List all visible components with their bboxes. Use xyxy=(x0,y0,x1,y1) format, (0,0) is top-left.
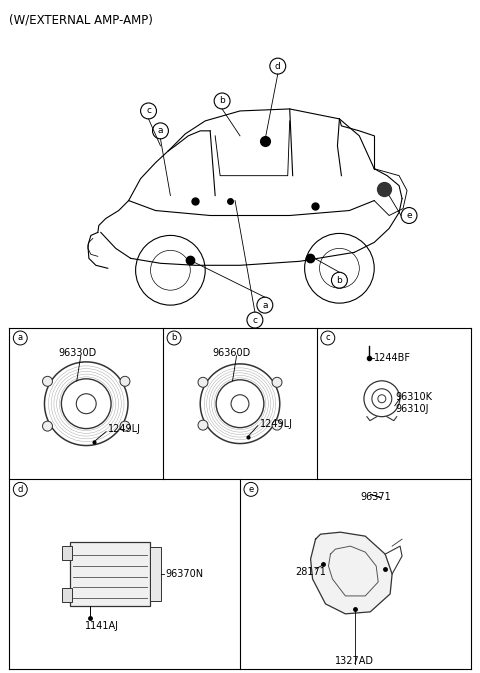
Text: 96370N: 96370N xyxy=(166,569,204,579)
Text: b: b xyxy=(171,334,177,343)
Circle shape xyxy=(272,420,282,430)
Text: d: d xyxy=(18,485,23,494)
Text: c: c xyxy=(146,106,151,116)
Text: 1244BF: 1244BF xyxy=(374,353,411,363)
Circle shape xyxy=(198,420,208,430)
FancyBboxPatch shape xyxy=(62,546,72,559)
Circle shape xyxy=(43,376,52,386)
Text: 1249LJ: 1249LJ xyxy=(108,423,141,433)
Polygon shape xyxy=(311,532,392,614)
Text: c: c xyxy=(252,316,257,324)
Text: e: e xyxy=(406,211,412,220)
Text: b: b xyxy=(219,96,225,106)
Text: 96360D: 96360D xyxy=(212,348,251,358)
Text: 96330D: 96330D xyxy=(59,348,96,358)
Text: b: b xyxy=(336,276,342,285)
Circle shape xyxy=(272,378,282,387)
Text: c: c xyxy=(325,334,330,343)
Text: 96310K: 96310K xyxy=(396,392,433,402)
Text: a: a xyxy=(158,127,163,135)
Text: e: e xyxy=(248,485,253,494)
Text: 1327AD: 1327AD xyxy=(336,656,374,666)
Text: (W/EXTERNAL AMP-AMP): (W/EXTERNAL AMP-AMP) xyxy=(9,13,153,26)
Text: 1141AJ: 1141AJ xyxy=(85,621,119,631)
Text: 28171: 28171 xyxy=(296,567,326,577)
Circle shape xyxy=(120,376,130,386)
Text: a: a xyxy=(262,301,268,310)
Text: d: d xyxy=(275,62,281,71)
Text: a: a xyxy=(18,334,23,343)
Circle shape xyxy=(43,421,52,431)
Circle shape xyxy=(198,378,208,387)
Text: 96310J: 96310J xyxy=(396,404,429,414)
Text: 96371: 96371 xyxy=(360,493,391,502)
FancyBboxPatch shape xyxy=(150,546,161,602)
FancyBboxPatch shape xyxy=(70,542,150,606)
FancyBboxPatch shape xyxy=(62,588,72,602)
Circle shape xyxy=(120,421,130,431)
Text: 1249LJ: 1249LJ xyxy=(260,419,293,429)
